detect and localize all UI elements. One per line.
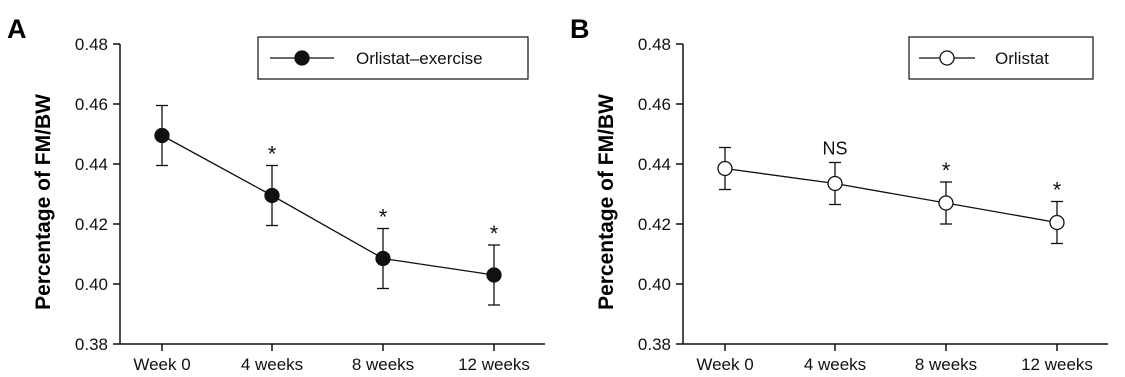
y-tick-label: 0.40 xyxy=(638,275,671,294)
y-tick-label: 0.40 xyxy=(75,275,108,294)
series-line xyxy=(161,134,495,276)
panel-label: A xyxy=(7,14,27,44)
legend-marker xyxy=(294,50,310,66)
y-axis-label: Percentage of FM/BW xyxy=(595,94,618,310)
data-point xyxy=(264,187,280,204)
data-point xyxy=(486,267,502,283)
data-point xyxy=(827,175,843,192)
legend-label: Orlistat–exercise xyxy=(356,49,483,68)
x-tick-label: 4 weeks xyxy=(804,355,866,374)
y-tick-label: 0.38 xyxy=(75,335,108,354)
panel-label: B xyxy=(570,14,590,44)
series-line xyxy=(724,167,1058,224)
y-tick-label: 0.42 xyxy=(75,215,108,234)
significance-annotation: * xyxy=(379,205,388,230)
significance-annotation: * xyxy=(490,221,499,246)
y-tick-label: 0.48 xyxy=(75,35,108,54)
y-tick-label: 0.38 xyxy=(638,335,671,354)
data-point xyxy=(1049,214,1065,231)
y-tick-label: 0.48 xyxy=(638,35,671,54)
chart-a-svg: A Percentage of FM/BW 0.38 0.40 0.42 0.44 0.46… xyxy=(7,14,545,374)
x-tick-label: Week 0 xyxy=(696,355,753,374)
x-tick-label: 4 weeks xyxy=(241,355,303,374)
y-tick-label: 0.44 xyxy=(75,155,108,174)
significance-annotation: * xyxy=(942,158,951,183)
legend-label: Orlistat xyxy=(995,49,1049,68)
x-tick-label: 8 weeks xyxy=(915,355,977,374)
data-point xyxy=(154,127,170,144)
x-tick-label: Week 0 xyxy=(133,355,190,374)
y-tick-label: 0.42 xyxy=(638,215,671,234)
x-tick-label: 12 weeks xyxy=(458,355,530,374)
significance-annotation: NS xyxy=(822,139,847,159)
y-tick-label: 0.46 xyxy=(638,95,671,114)
x-tick-label: 8 weeks xyxy=(352,355,414,374)
y-tick-label: 0.44 xyxy=(638,155,671,174)
significance-annotation: * xyxy=(268,142,277,167)
chart-panel-b: B Percentage of FM/BW 0.38 0.40 0.42 0.44 0.46… xyxy=(563,0,1123,377)
data-point xyxy=(375,250,391,267)
chart-b-svg: B Percentage of FM/BW 0.38 0.40 0.42 0.44 0.46… xyxy=(570,14,1108,374)
data-point xyxy=(938,195,954,211)
chart-panel-a: A Percentage of FM/BW 0.38 0.40 0.42 0.44 0.46… xyxy=(0,0,560,377)
significance-annotation: * xyxy=(1053,178,1062,203)
y-axis-label: Percentage of FM/BW xyxy=(32,94,55,310)
y-tick-label: 0.46 xyxy=(75,95,108,114)
legend-marker xyxy=(939,50,955,66)
x-tick-label: 12 weeks xyxy=(1021,355,1093,374)
data-point xyxy=(717,160,733,177)
